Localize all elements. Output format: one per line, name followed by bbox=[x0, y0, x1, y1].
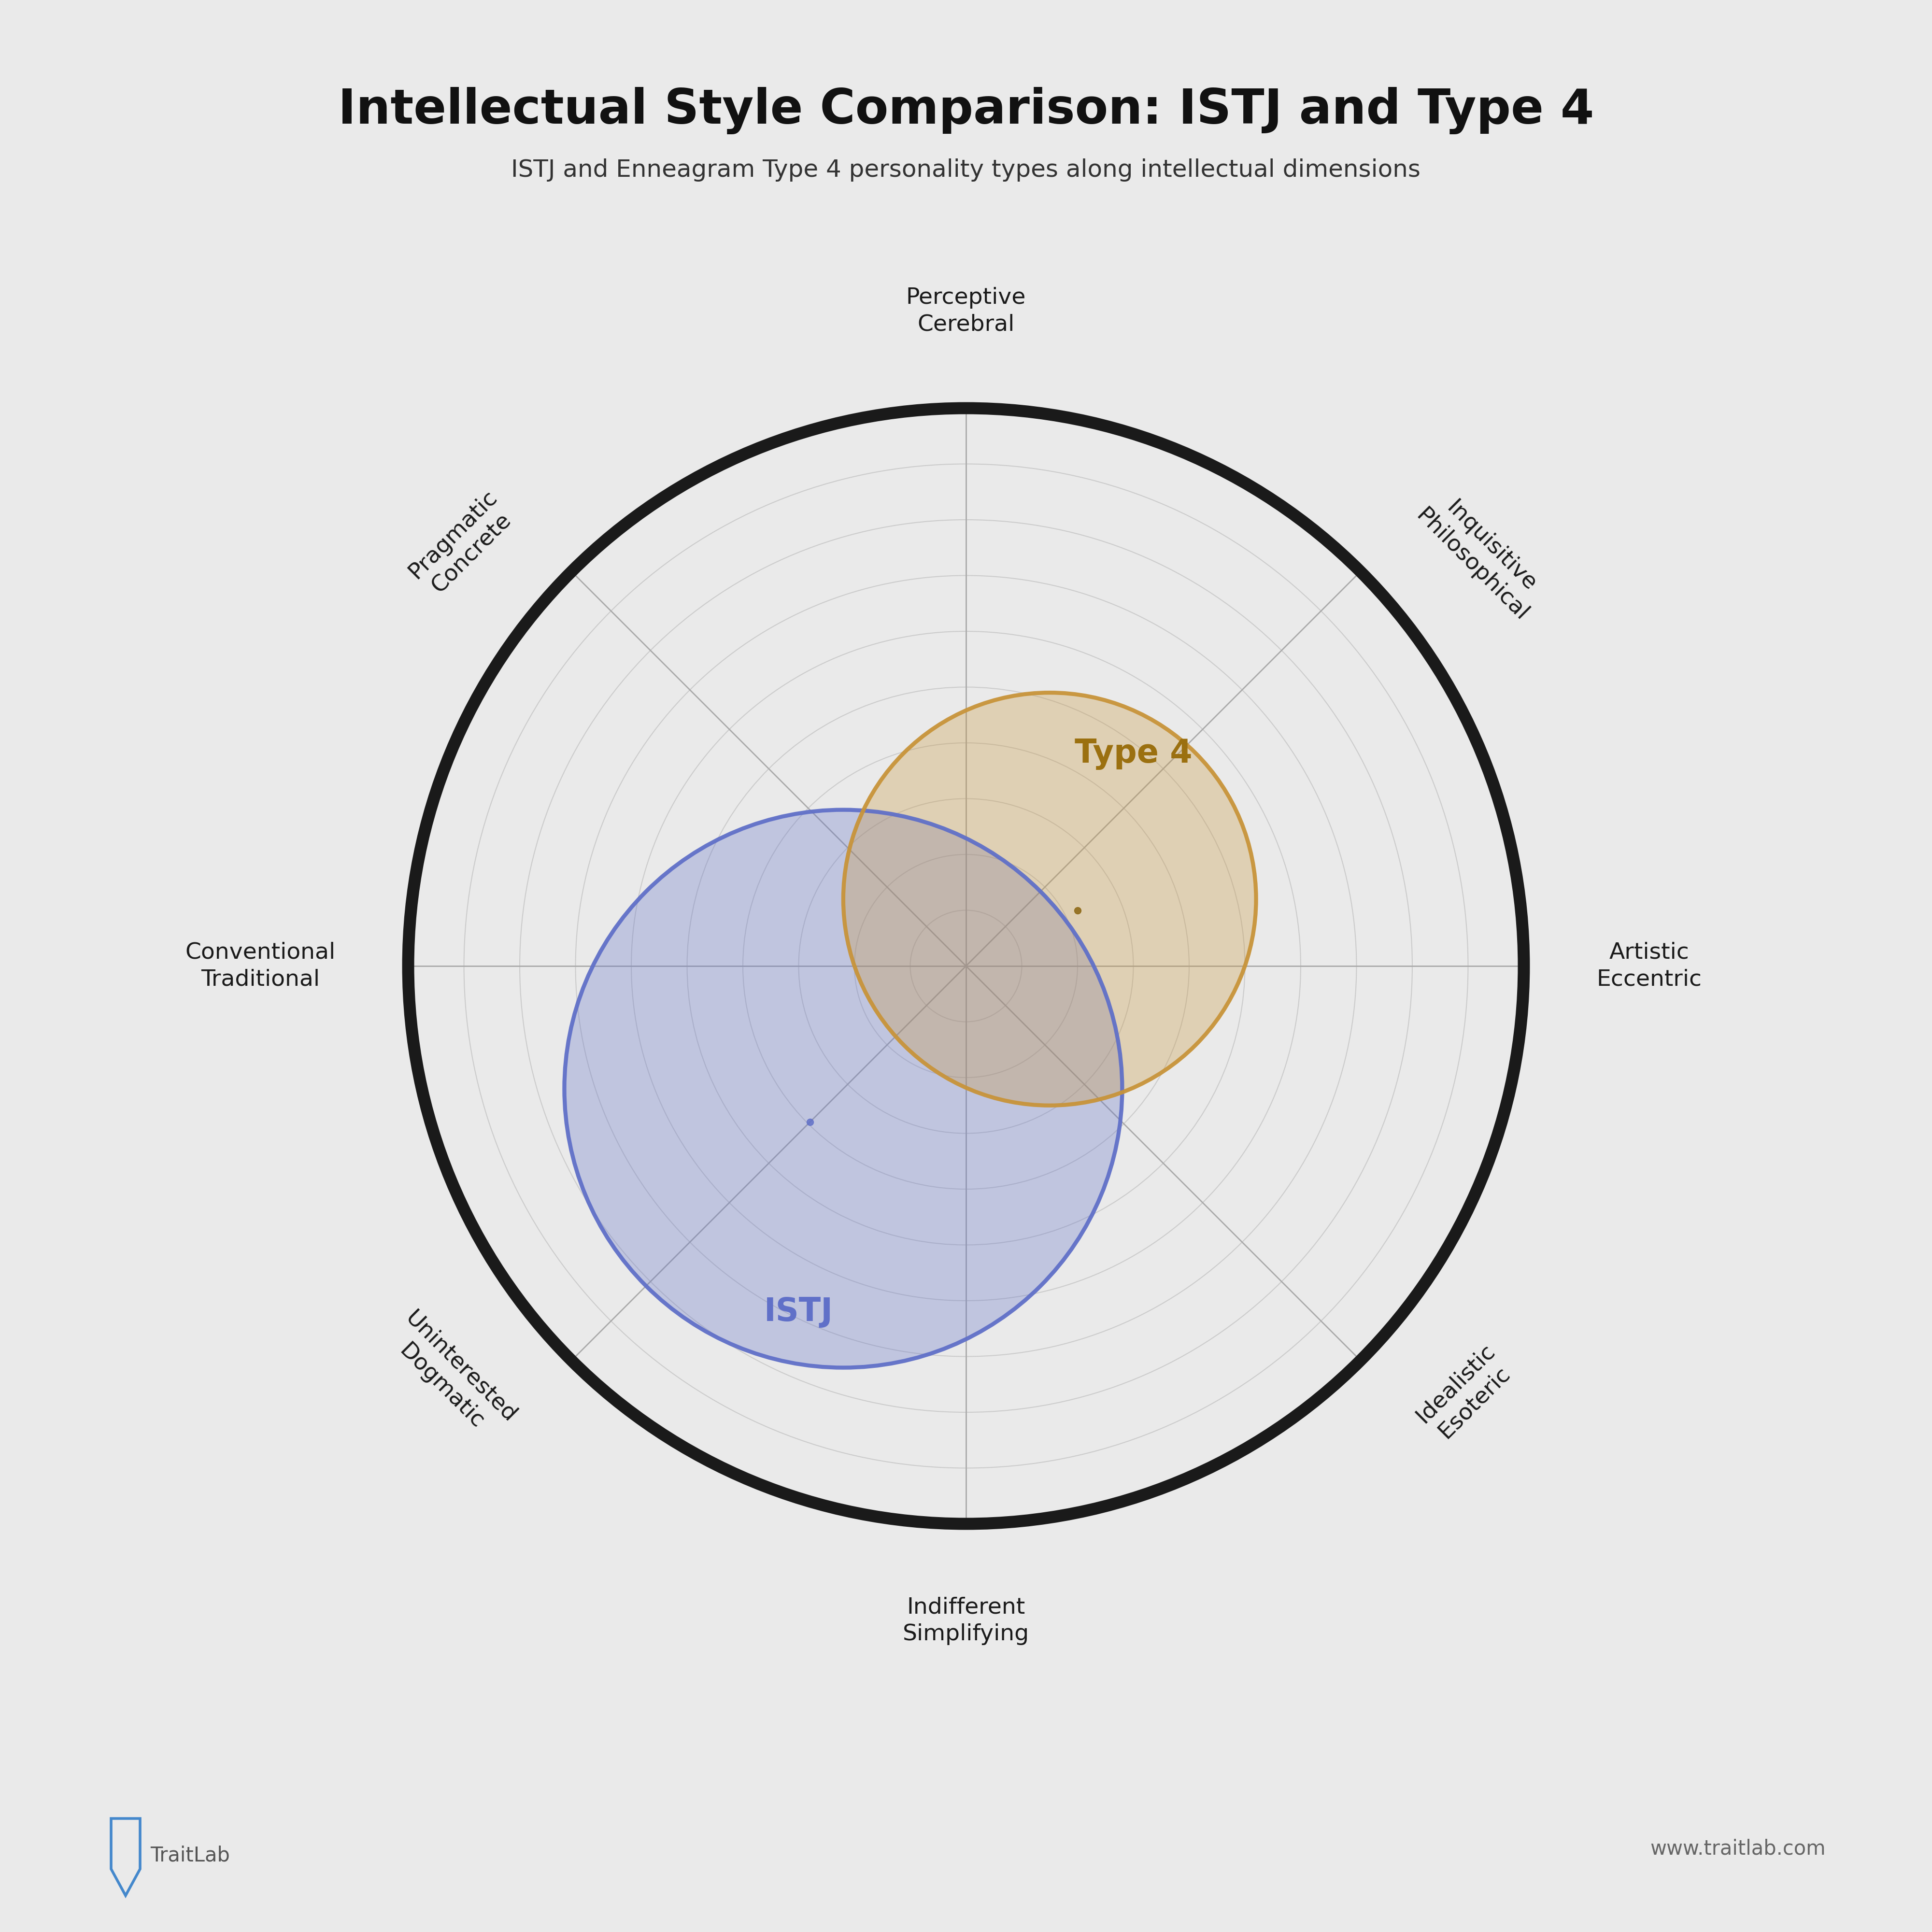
Text: Indifferent
Simplifying: Indifferent Simplifying bbox=[902, 1596, 1030, 1644]
Text: Pragmatic
Concrete: Pragmatic Concrete bbox=[404, 487, 520, 601]
Text: TraitLab: TraitLab bbox=[151, 1845, 230, 1866]
Text: www.traitlab.com: www.traitlab.com bbox=[1650, 1839, 1826, 1859]
Text: Perceptive
Cerebral: Perceptive Cerebral bbox=[906, 288, 1026, 336]
Text: Uninterested
Dogmatic: Uninterested Dogmatic bbox=[383, 1308, 520, 1445]
Text: Inquisitive
Philosophical: Inquisitive Philosophical bbox=[1412, 487, 1551, 626]
Text: Idealistic
Esoteric: Idealistic Esoteric bbox=[1412, 1339, 1519, 1445]
Circle shape bbox=[564, 810, 1122, 1368]
Text: Conventional
Traditional: Conventional Traditional bbox=[185, 941, 336, 991]
Text: Artistic
Eccentric: Artistic Eccentric bbox=[1596, 941, 1702, 991]
Text: ISTJ and Enneagram Type 4 personality types along intellectual dimensions: ISTJ and Enneagram Type 4 personality ty… bbox=[512, 158, 1420, 182]
Text: ISTJ: ISTJ bbox=[765, 1296, 833, 1327]
Circle shape bbox=[842, 694, 1256, 1105]
Text: Type 4: Type 4 bbox=[1074, 738, 1192, 771]
Text: Intellectual Style Comparison: ISTJ and Type 4: Intellectual Style Comparison: ISTJ and … bbox=[338, 87, 1594, 135]
